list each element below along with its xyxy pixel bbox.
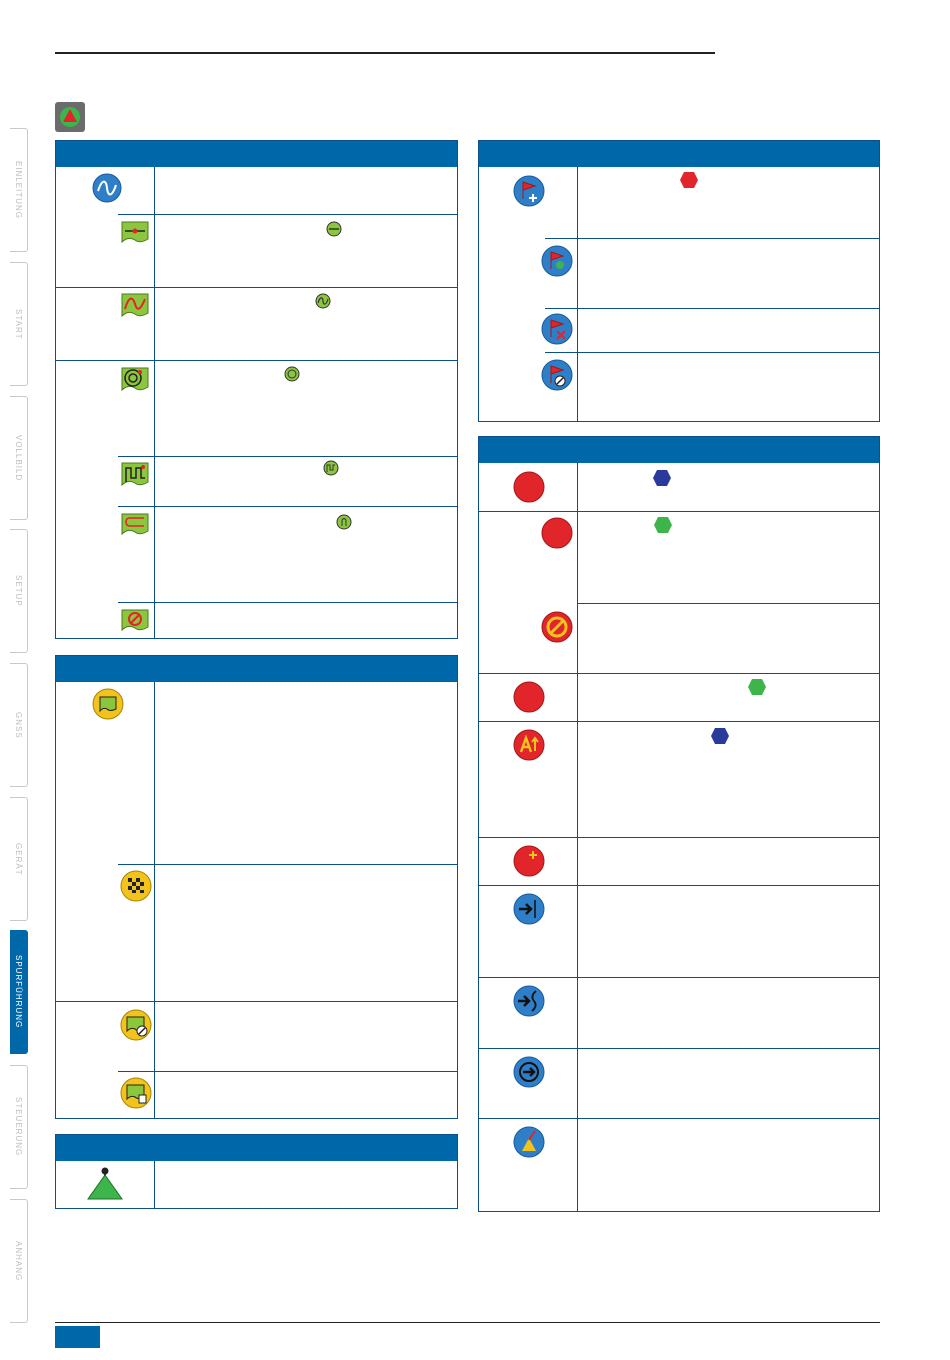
checkered-flag-icon bbox=[120, 870, 152, 902]
chapter-tab-label: STEUERUNG bbox=[14, 1097, 23, 1157]
adaptive-curve-icon bbox=[121, 513, 149, 536]
chapter-tab-label: GERÄT bbox=[14, 842, 23, 876]
vehicle-triangle-icon bbox=[87, 1167, 123, 1200]
a-plus-nudge-icon bbox=[513, 729, 545, 761]
boundary-delete-icon bbox=[120, 1077, 152, 1109]
chapter-tab[interactable]: SPURFÜHRUNG bbox=[10, 930, 28, 1054]
circle-pivot-small-icon bbox=[284, 366, 300, 382]
hex-blue-icon bbox=[711, 728, 729, 744]
straight-ab-small-icon bbox=[326, 221, 342, 237]
flag-cancel-icon bbox=[541, 359, 573, 391]
adaptive-curve-small-icon bbox=[336, 514, 352, 530]
chapter-tab[interactable]: GERÄT bbox=[10, 797, 28, 921]
straight-ab-icon bbox=[121, 221, 149, 244]
curved-ab-icon bbox=[121, 293, 149, 318]
marks-panel bbox=[478, 436, 880, 1212]
chapter-tab[interactable]: START bbox=[10, 262, 28, 386]
flag-add-icon bbox=[513, 175, 545, 207]
flag-delete-icon bbox=[541, 313, 573, 345]
hex-green-icon bbox=[748, 679, 766, 695]
chapter-tab-label: SPURFÜHRUNG bbox=[14, 955, 23, 1029]
panel-header bbox=[56, 1135, 457, 1161]
guidance-mode-page-icon bbox=[55, 102, 85, 132]
add-point-icon bbox=[513, 845, 545, 877]
chapter-tab-label: VOLLBILD bbox=[14, 434, 23, 482]
panel-header bbox=[56, 656, 457, 682]
chapter-tab[interactable]: EINLEITUNG bbox=[10, 128, 28, 252]
header-rule bbox=[55, 52, 715, 54]
flags-panel bbox=[478, 140, 880, 422]
chapter-tab[interactable]: SETUP bbox=[10, 529, 28, 653]
hex-blue-icon bbox=[653, 470, 671, 486]
chapter-tab-label: GNSS bbox=[14, 711, 23, 739]
hex-red-icon bbox=[680, 172, 698, 188]
boundary-icon bbox=[92, 688, 124, 720]
footer-rule bbox=[55, 1322, 880, 1323]
circle-pivot-icon bbox=[121, 367, 149, 392]
last-pass-small-icon bbox=[323, 460, 339, 476]
chapter-tab-label: START bbox=[14, 308, 23, 340]
panel-header bbox=[479, 437, 879, 463]
vehicle-panel bbox=[55, 1134, 458, 1209]
swath-shift-icon bbox=[513, 985, 545, 1017]
mark-b-icon bbox=[541, 517, 573, 549]
last-pass-icon bbox=[121, 462, 149, 487]
chapter-tab-label: ANHANG bbox=[14, 1240, 23, 1282]
guidance-mode-icon bbox=[92, 173, 122, 203]
boundary-panel bbox=[55, 655, 458, 1119]
return-icon bbox=[513, 1056, 545, 1088]
curved-ab-small-icon bbox=[315, 293, 331, 309]
page-number-box bbox=[55, 1326, 100, 1348]
azimuth-icon bbox=[513, 1126, 545, 1158]
mark-cancel-icon bbox=[541, 611, 573, 643]
shift-line-icon bbox=[513, 893, 545, 925]
mark-a-icon bbox=[513, 471, 545, 503]
chapter-tab[interactable]: ANHANG bbox=[10, 1199, 28, 1323]
chapter-tab-label: SETUP bbox=[14, 575, 23, 607]
chapter-tab[interactable]: STEUERUNG bbox=[10, 1065, 28, 1189]
boundary-cancel-icon bbox=[120, 1009, 152, 1041]
guidance-modes-panel bbox=[55, 140, 458, 639]
panel-header bbox=[56, 141, 457, 167]
hex-green-icon bbox=[654, 517, 672, 533]
flag-return-icon bbox=[541, 245, 573, 277]
chapter-tab[interactable]: GNSS bbox=[10, 663, 28, 787]
mark-b-single-icon bbox=[513, 681, 545, 713]
no-guidance-icon bbox=[121, 609, 149, 632]
chapter-tab-label: EINLEITUNG bbox=[14, 160, 23, 219]
chapter-tab[interactable]: VOLLBILD bbox=[10, 396, 28, 520]
panel-header bbox=[479, 141, 879, 167]
